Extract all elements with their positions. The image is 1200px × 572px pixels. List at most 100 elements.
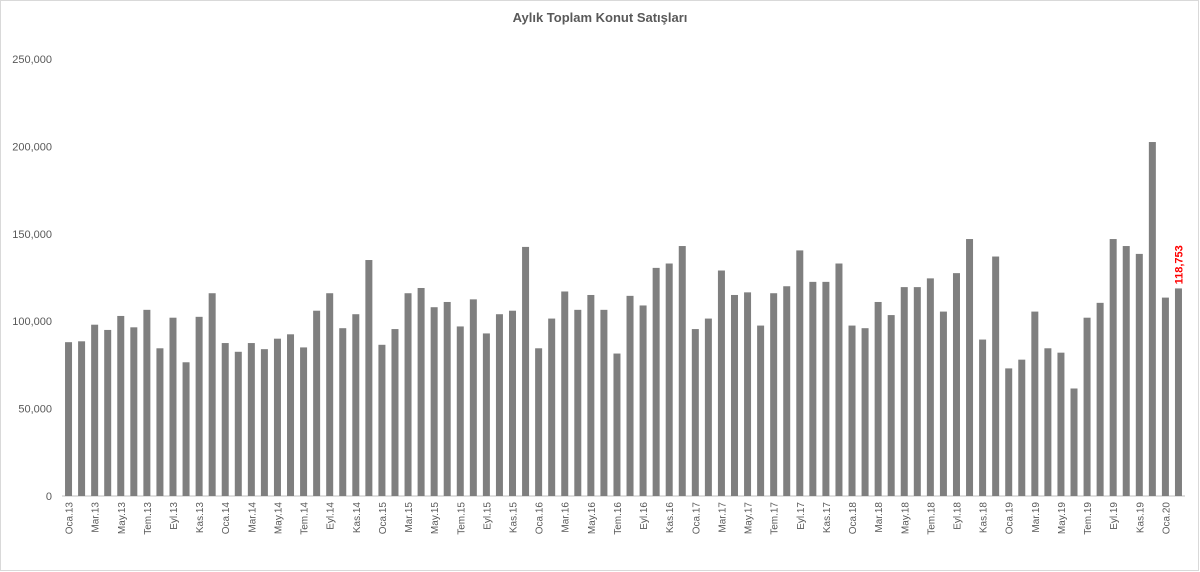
bar bbox=[1096, 302, 1104, 496]
bar bbox=[404, 293, 412, 496]
x-tick-label: Mar.14 bbox=[247, 502, 258, 533]
bar bbox=[717, 270, 725, 496]
bar bbox=[365, 260, 373, 496]
bar bbox=[482, 333, 490, 496]
bar bbox=[770, 293, 778, 496]
bar bbox=[1044, 348, 1052, 496]
x-tick-label: Eyl.16 bbox=[639, 502, 650, 530]
bar bbox=[874, 301, 882, 496]
bar bbox=[691, 329, 699, 496]
bar bbox=[1005, 368, 1013, 496]
bar bbox=[143, 309, 151, 496]
bar bbox=[913, 287, 921, 496]
x-tick-label: Oca.17 bbox=[691, 502, 702, 535]
bar bbox=[848, 325, 856, 496]
bar bbox=[979, 339, 987, 496]
bar bbox=[260, 349, 268, 496]
x-tick-label: Kas.17 bbox=[822, 502, 833, 534]
bar bbox=[992, 256, 1000, 496]
y-tick-label: 150,000 bbox=[12, 229, 52, 241]
bar bbox=[626, 295, 634, 496]
bar bbox=[1161, 297, 1169, 496]
x-tick-label: Eyl.17 bbox=[796, 502, 807, 530]
x-tick-label: May.13 bbox=[117, 502, 128, 534]
bar bbox=[744, 292, 752, 496]
bar bbox=[1018, 359, 1026, 496]
x-tick-label: Kas.14 bbox=[352, 502, 363, 534]
bar bbox=[1031, 311, 1039, 496]
bar bbox=[287, 334, 295, 496]
bar bbox=[835, 263, 843, 496]
x-tick-label: Tem.17 bbox=[770, 502, 781, 535]
x-tick-label: Eyl.14 bbox=[326, 502, 337, 530]
x-tick-label: Kas.16 bbox=[665, 502, 676, 534]
chart-title: Aylık Toplam Konut Satışları bbox=[513, 10, 688, 25]
bar bbox=[208, 293, 216, 496]
bar bbox=[887, 315, 895, 496]
bar bbox=[65, 342, 73, 496]
x-tick-label: Mar.16 bbox=[561, 502, 572, 533]
bar bbox=[247, 343, 255, 496]
bar bbox=[600, 309, 608, 496]
y-tick-label: 100,000 bbox=[12, 316, 52, 328]
bar bbox=[234, 351, 242, 496]
x-tick-label: Mar.19 bbox=[1031, 502, 1042, 533]
x-tick-label: May.19 bbox=[1057, 502, 1068, 534]
bar bbox=[652, 267, 660, 496]
x-tick-label: Eyl.18 bbox=[952, 502, 963, 530]
bar bbox=[117, 315, 125, 496]
bar bbox=[182, 362, 190, 496]
x-tick-label: May.15 bbox=[430, 502, 441, 534]
bar bbox=[456, 326, 464, 496]
x-tick-label: Tem.14 bbox=[300, 502, 311, 535]
bar bbox=[796, 250, 804, 496]
bar bbox=[535, 348, 543, 496]
x-tick-label: Mar.15 bbox=[404, 502, 415, 533]
x-tick-label: Oca.14 bbox=[221, 502, 232, 535]
bar bbox=[1174, 288, 1182, 496]
bar bbox=[91, 324, 99, 496]
bar bbox=[704, 318, 712, 496]
bar bbox=[169, 317, 177, 496]
x-tick-label: Eyl.13 bbox=[169, 502, 180, 530]
bar bbox=[1070, 388, 1078, 496]
bar bbox=[78, 341, 86, 496]
x-tick-label: Oca.20 bbox=[1161, 502, 1172, 535]
bar bbox=[900, 287, 908, 496]
bar bbox=[783, 286, 791, 496]
bar bbox=[561, 291, 569, 496]
x-tick-label: Kas.18 bbox=[979, 502, 990, 534]
bar bbox=[313, 310, 321, 496]
bar bbox=[417, 287, 425, 496]
x-tick-label: Tem.16 bbox=[613, 502, 624, 535]
x-tick-label: Mar.13 bbox=[91, 502, 102, 533]
bar bbox=[809, 281, 817, 496]
bar bbox=[548, 318, 556, 496]
x-tick-label: Tem.15 bbox=[456, 502, 467, 535]
x-tick-label: Eyl.15 bbox=[482, 502, 493, 530]
bar bbox=[522, 246, 530, 496]
bar bbox=[1057, 352, 1065, 496]
bar bbox=[378, 344, 386, 496]
bar bbox=[1148, 142, 1156, 496]
bar bbox=[952, 273, 960, 496]
bar bbox=[195, 316, 203, 496]
bar bbox=[1083, 317, 1091, 496]
x-tick-label: Tem.13 bbox=[143, 502, 154, 535]
bar bbox=[1135, 253, 1143, 496]
bar bbox=[639, 305, 647, 496]
bar bbox=[1109, 239, 1117, 496]
bar bbox=[339, 328, 347, 496]
bar bbox=[613, 353, 621, 496]
bar bbox=[130, 327, 138, 496]
bar bbox=[665, 263, 673, 496]
bar bbox=[966, 239, 974, 496]
x-tick-label: Eyl.19 bbox=[1109, 502, 1120, 530]
bar bbox=[352, 314, 360, 496]
bar bbox=[495, 314, 503, 496]
x-tick-label: May.16 bbox=[587, 502, 598, 534]
bar bbox=[730, 294, 738, 496]
bar bbox=[509, 310, 517, 496]
bar bbox=[430, 307, 438, 496]
